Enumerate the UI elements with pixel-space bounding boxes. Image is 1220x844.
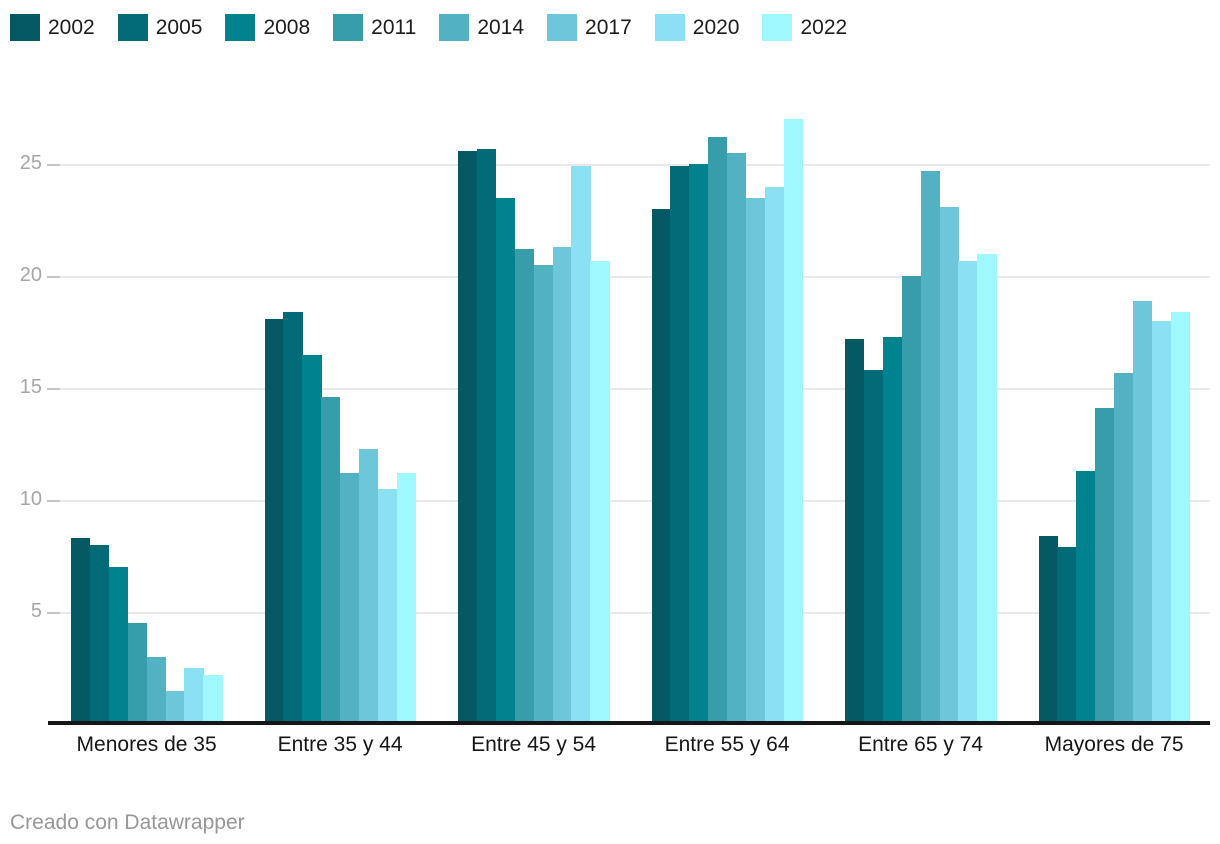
legend: 2002 2005 2008 2011 2014 2017 2020 2022 (10, 14, 870, 41)
bar-2020-entre-65-y-74[interactable] (958, 260, 978, 722)
legend-label: 2017 (585, 16, 632, 39)
bar-2020-entre-55-y-64[interactable] (764, 186, 785, 722)
bar-2020-entre-45-y-54[interactable] (571, 166, 591, 722)
bar-2022-mayores-de-75[interactable] (1170, 312, 1191, 722)
gridline-10 (48, 500, 1210, 502)
gridline-15 (48, 388, 1210, 390)
y-tick-label: 5 (30, 600, 42, 622)
legend-swatch-2011 (333, 14, 364, 41)
bar-2002-mayores-de-75[interactable] (1038, 536, 1058, 722)
legend-swatch-2008 (225, 14, 256, 41)
bar-2022-entre-65-y-74[interactable] (977, 253, 997, 722)
legend-swatch-2020 (654, 14, 685, 41)
bar-2008-entre-65-y-74[interactable] (882, 336, 903, 722)
x-axis-label-entre-45-y-54: Entre 45 y 54 (471, 733, 597, 756)
legend-swatch-2022 (762, 14, 793, 41)
bar-2008-entre-55-y-64[interactable] (689, 164, 709, 722)
bar-2017-menores-de-35[interactable] (165, 690, 185, 722)
legend-label: 2022 (800, 16, 848, 39)
y-tick-label: 20 (19, 264, 42, 286)
y-tick-label: 25 (19, 152, 42, 174)
y-tick-label: 15 (19, 376, 42, 398)
legend-label: 2011 (371, 16, 417, 39)
bar-2020-mayores-de-75[interactable] (1151, 321, 1172, 722)
legend-item-2011: 2011 (333, 14, 416, 41)
bar-2011-entre-45-y-54[interactable] (514, 249, 534, 722)
gridline-25 (48, 164, 1210, 166)
bar-2005-menores-de-35[interactable] (89, 545, 110, 722)
bar-2014-mayores-de-75[interactable] (1114, 372, 1134, 722)
legend-item-2020: 2020 (654, 14, 740, 41)
bar-2008-entre-45-y-54[interactable] (495, 197, 516, 722)
bar-2022-menores-de-35[interactable] (203, 674, 223, 722)
y-tick-mark (47, 388, 60, 390)
y-tick-mark (47, 612, 60, 614)
x-axis-label-mayores-de-75: Mayores de 75 (1044, 733, 1184, 756)
legend-item-2014: 2014 (439, 14, 524, 41)
bar-2008-mayores-de-75[interactable] (1076, 471, 1096, 722)
bar-2022-entre-35-y-44[interactable] (396, 473, 417, 722)
legend-item-2022: 2022 (762, 14, 847, 41)
bar-2005-entre-55-y-64[interactable] (670, 166, 690, 722)
legend-item-2008: 2008 (225, 14, 310, 41)
bar-2017-entre-35-y-44[interactable] (359, 448, 379, 722)
legend-swatch-2002 (10, 14, 40, 41)
bar-2017-entre-45-y-54[interactable] (552, 247, 572, 722)
bar-2011-entre-65-y-74[interactable] (901, 276, 921, 722)
bar-2017-entre-55-y-64[interactable] (746, 197, 766, 722)
x-axis-label-menores-de-35: Menores de 35 (76, 733, 217, 756)
gridline-5 (48, 612, 1210, 614)
bar-2014-menores-de-35[interactable] (146, 657, 166, 722)
bar-2011-entre-55-y-64[interactable] (708, 137, 728, 722)
bar-2011-mayores-de-75[interactable] (1095, 408, 1115, 722)
bar-2020-entre-35-y-44[interactable] (377, 489, 398, 722)
y-tick-mark (47, 276, 60, 278)
legend-item-2017: 2017 (547, 14, 632, 41)
bar-2020-menores-de-35[interactable] (184, 668, 204, 722)
bar-2002-entre-35-y-44[interactable] (264, 318, 284, 722)
legend-item-2002: 2002 (10, 14, 95, 41)
x-axis-label-entre-35-y-44: Entre 35 y 44 (277, 733, 403, 756)
bar-2005-entre-45-y-54[interactable] (476, 148, 497, 722)
legend-label: 2020 (692, 16, 740, 39)
bar-2014-entre-55-y-64[interactable] (727, 153, 747, 722)
legend-label: 2008 (263, 16, 311, 39)
bar-2005-entre-35-y-44[interactable] (283, 312, 303, 722)
legend-label: 2005 (155, 16, 203, 39)
x-axis-label-entre-55-y-64: Entre 55 y 64 (664, 733, 790, 756)
legend-swatch-2014 (439, 14, 470, 41)
datawrapper-attribution-link[interactable]: Creado con Datawrapper (10, 811, 245, 834)
x-axis-label-entre-65-y-74: Entre 65 y 74 (858, 733, 984, 756)
gridline-20 (48, 276, 1210, 278)
legend-label: 2002 (48, 16, 95, 39)
legend-item-2005: 2005 (117, 14, 203, 41)
bar-2022-entre-55-y-64[interactable] (783, 119, 804, 722)
bar-2002-entre-65-y-74[interactable] (845, 338, 865, 722)
bar-2011-menores-de-35[interactable] (127, 623, 147, 722)
bar-2014-entre-45-y-54[interactable] (533, 265, 553, 722)
legend-label: 2014 (477, 16, 525, 39)
bar-2014-entre-65-y-74[interactable] (920, 170, 940, 722)
bar-2002-entre-55-y-64[interactable] (651, 209, 671, 722)
bar-2002-menores-de-35[interactable] (71, 538, 91, 722)
y-tick-mark (47, 164, 60, 166)
legend-swatch-2017 (547, 14, 578, 41)
bar-2005-mayores-de-75[interactable] (1057, 547, 1077, 722)
bar-2011-entre-35-y-44[interactable] (321, 397, 341, 722)
bar-2017-entre-65-y-74[interactable] (939, 206, 959, 722)
bar-2002-entre-45-y-54[interactable] (458, 150, 478, 722)
y-tick-mark (47, 500, 60, 502)
bar-2008-entre-35-y-44[interactable] (302, 354, 322, 722)
bar-2022-entre-45-y-54[interactable] (590, 260, 610, 722)
bar-2005-entre-65-y-74[interactable] (863, 370, 884, 722)
bar-2017-mayores-de-75[interactable] (1133, 300, 1153, 722)
legend-swatch-2005 (117, 14, 148, 41)
y-tick-label: 10 (19, 488, 42, 510)
bar-2014-entre-35-y-44[interactable] (340, 473, 360, 722)
x-axis-line (48, 721, 1210, 725)
bar-2008-menores-de-35[interactable] (108, 567, 129, 722)
